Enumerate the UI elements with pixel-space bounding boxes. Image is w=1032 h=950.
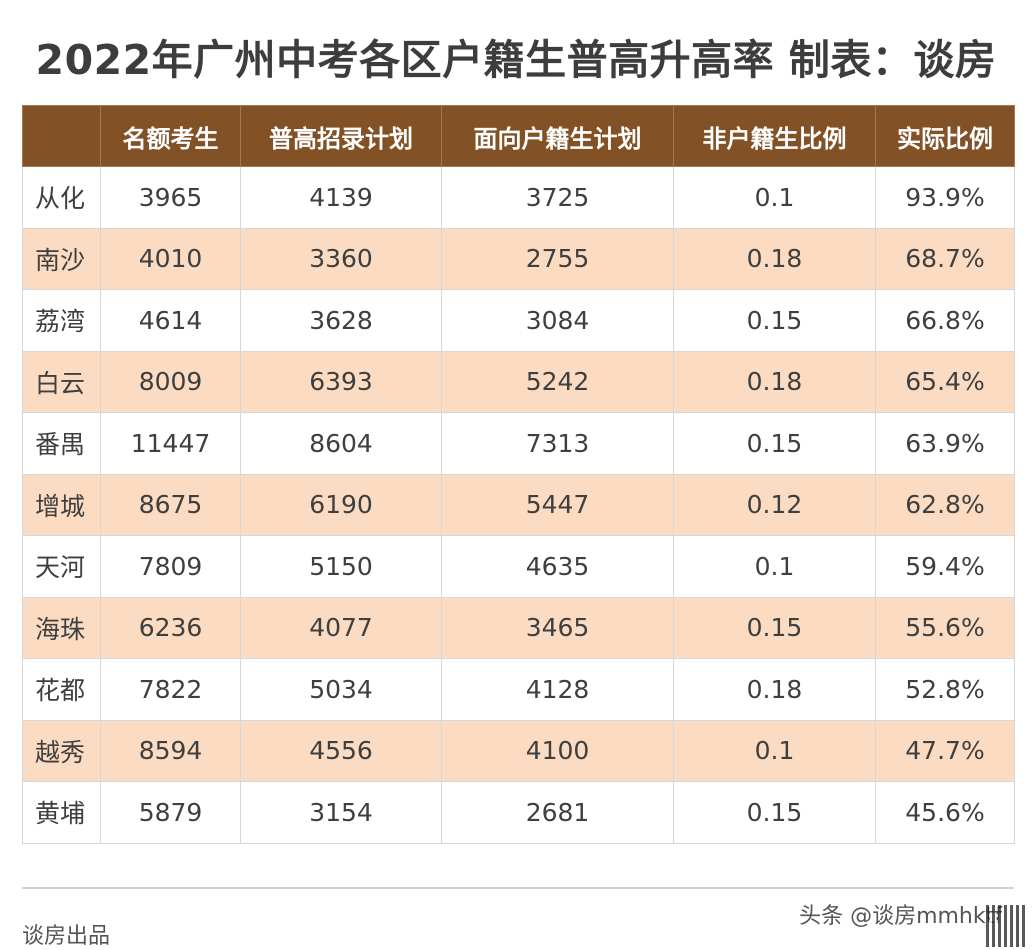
cell-district: 越秀 — [22, 719, 101, 782]
cell-admission-plan: 3628 — [240, 289, 442, 352]
cell-admission-plan: 5034 — [240, 658, 442, 721]
cell-nonlocal-ratio: 0.1 — [673, 719, 876, 782]
table-row: 越秀 8594 4556 4100 0.1 47.7% — [22, 719, 1015, 782]
cell-district: 荔湾 — [22, 289, 101, 352]
cell-nonlocal-ratio: 0.15 — [673, 781, 876, 844]
header-cell-admission-plan: 普高招录计划 — [240, 105, 442, 167]
cell-district: 海珠 — [22, 596, 101, 659]
cell-quota-candidates: 8009 — [100, 350, 241, 413]
cell-local-plan: 2681 — [441, 781, 674, 844]
cell-local-plan: 3725 — [441, 166, 674, 229]
cell-district: 花都 — [22, 658, 101, 721]
cell-local-plan: 3465 — [441, 596, 674, 659]
cell-admission-plan: 3154 — [240, 781, 442, 844]
table-row: 天河 7809 5150 4635 0.1 59.4% — [22, 535, 1015, 598]
cell-nonlocal-ratio: 0.18 — [673, 350, 876, 413]
watermark-text: 头条 @谈房mmhktf — [799, 904, 1002, 929]
cell-local-plan: 4128 — [441, 658, 674, 721]
cell-actual-ratio: 68.7% — [875, 227, 1015, 290]
cell-actual-ratio: 65.4% — [875, 350, 1015, 413]
cell-actual-ratio: 52.8% — [875, 658, 1015, 721]
qr-code-icon — [986, 905, 1026, 947]
cell-nonlocal-ratio: 0.18 — [673, 227, 876, 290]
cell-district: 白云 — [22, 350, 101, 413]
cell-nonlocal-ratio: 0.1 — [673, 535, 876, 598]
table-row: 海珠 6236 4077 3465 0.15 55.6% — [22, 596, 1015, 659]
header-cell-local-plan: 面向户籍生计划 — [441, 105, 674, 167]
cell-quota-candidates: 6236 — [100, 596, 241, 659]
cell-admission-plan: 5150 — [240, 535, 442, 598]
cell-quota-candidates: 7822 — [100, 658, 241, 721]
cell-actual-ratio: 47.7% — [875, 719, 1015, 782]
page-title: 2022年广州中考各区户籍生普高升高率 制表：谈房 — [35, 36, 997, 84]
cell-nonlocal-ratio: 0.1 — [673, 166, 876, 229]
cell-district: 从化 — [22, 166, 101, 229]
cell-actual-ratio: 45.6% — [875, 781, 1015, 844]
footer-credit: 谈房出品 — [22, 924, 111, 949]
cell-nonlocal-ratio: 0.15 — [673, 289, 876, 352]
cell-quota-candidates: 5879 — [100, 781, 241, 844]
cell-local-plan: 5242 — [441, 350, 674, 413]
footer-divider — [22, 887, 1014, 889]
header-cell-district — [22, 105, 101, 167]
cell-admission-plan: 3360 — [240, 227, 442, 290]
cell-actual-ratio: 62.8% — [875, 473, 1015, 536]
cell-quota-candidates: 7809 — [100, 535, 241, 598]
cell-admission-plan: 6393 — [240, 350, 442, 413]
data-table: 名额考生 普高招录计划 面向户籍生计划 非户籍生比例 实际比例 从化 3965 41… — [22, 105, 1015, 844]
header-cell-actual-ratio: 实际比例 — [875, 105, 1015, 167]
table-row: 花都 7822 5034 4128 0.18 52.8% — [22, 658, 1015, 721]
cell-actual-ratio: 63.9% — [875, 412, 1015, 475]
cell-admission-plan: 8604 — [240, 412, 442, 475]
cell-actual-ratio: 59.4% — [875, 535, 1015, 598]
cell-actual-ratio: 55.6% — [875, 596, 1015, 659]
table-row: 南沙 4010 3360 2755 0.18 68.7% — [22, 227, 1015, 290]
cell-quota-candidates: 11447 — [100, 412, 241, 475]
table-row: 荔湾 4614 3628 3084 0.15 66.8% — [22, 289, 1015, 352]
cell-district: 南沙 — [22, 227, 101, 290]
header-cell-nonlocal-ratio: 非户籍生比例 — [673, 105, 876, 167]
cell-district: 黄埔 — [22, 781, 101, 844]
cell-nonlocal-ratio: 0.18 — [673, 658, 876, 721]
table-row: 番禺 11447 8604 7313 0.15 63.9% — [22, 412, 1015, 475]
cell-admission-plan: 6190 — [240, 473, 442, 536]
cell-admission-plan: 4556 — [240, 719, 442, 782]
table-header-row: 名额考生 普高招录计划 面向户籍生计划 非户籍生比例 实际比例 — [22, 105, 1015, 167]
cell-district: 增城 — [22, 473, 101, 536]
cell-quota-candidates: 4010 — [100, 227, 241, 290]
cell-nonlocal-ratio: 0.15 — [673, 596, 876, 659]
table-row: 增城 8675 6190 5447 0.12 62.8% — [22, 473, 1015, 536]
cell-quota-candidates: 8594 — [100, 719, 241, 782]
cell-district: 天河 — [22, 535, 101, 598]
cell-local-plan: 4635 — [441, 535, 674, 598]
cell-district: 番禺 — [22, 412, 101, 475]
cell-actual-ratio: 93.9% — [875, 166, 1015, 229]
cell-nonlocal-ratio: 0.12 — [673, 473, 876, 536]
cell-local-plan: 4100 — [441, 719, 674, 782]
cell-local-plan: 3084 — [441, 289, 674, 352]
table-row: 黄埔 5879 3154 2681 0.15 45.6% — [22, 781, 1015, 844]
cell-local-plan: 7313 — [441, 412, 674, 475]
cell-nonlocal-ratio: 0.15 — [673, 412, 876, 475]
table-row: 白云 8009 6393 5242 0.18 65.4% — [22, 350, 1015, 413]
cell-actual-ratio: 66.8% — [875, 289, 1015, 352]
cell-local-plan: 2755 — [441, 227, 674, 290]
cell-admission-plan: 4077 — [240, 596, 442, 659]
cell-quota-candidates: 8675 — [100, 473, 241, 536]
cell-quota-candidates: 4614 — [100, 289, 241, 352]
table-row: 从化 3965 4139 3725 0.1 93.9% — [22, 166, 1015, 229]
cell-admission-plan: 4139 — [240, 166, 442, 229]
cell-local-plan: 5447 — [441, 473, 674, 536]
cell-quota-candidates: 3965 — [100, 166, 241, 229]
header-cell-quota-candidates: 名额考生 — [100, 105, 241, 167]
